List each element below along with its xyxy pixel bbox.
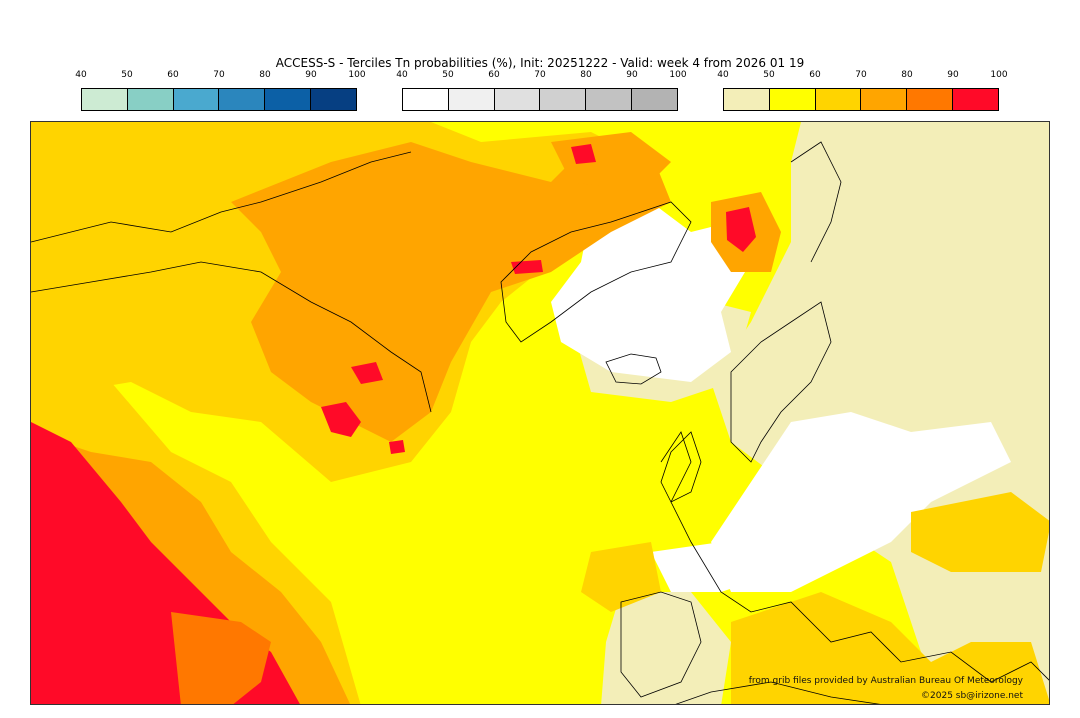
legend-tick: 40: [396, 70, 408, 80]
legend-swatch: [632, 89, 677, 110]
legend-swatch: [494, 89, 541, 110]
region-canada-arctic-deep-orange: [231, 142, 671, 442]
region-central-europe-normal: [711, 412, 1011, 592]
region-black-sea-orange: [911, 492, 1049, 572]
legend-swatch: [953, 89, 998, 110]
legend-tick: 100: [348, 70, 366, 80]
legend-swatch: [403, 89, 449, 110]
region-med-red-coast: [171, 612, 271, 704]
legend-swatch: [265, 89, 312, 110]
legend-tick: 80: [259, 70, 271, 80]
legend-tick: 70: [855, 70, 867, 80]
legend-tick: 80: [901, 70, 913, 80]
legend-swatch: [127, 89, 174, 110]
legend-swatch: [448, 89, 495, 110]
legend-tick: 60: [167, 70, 179, 80]
legend-tick: 100: [990, 70, 1008, 80]
legend-swatch: [219, 89, 266, 110]
legend-tick: 60: [809, 70, 821, 80]
coastline-scandinavia: [730, 141, 842, 463]
region-canada-red-spot: [351, 362, 383, 384]
legend-tick: 50: [763, 70, 775, 80]
legend-tick: 60: [488, 70, 500, 80]
legend-tick: 50: [442, 70, 454, 80]
coastline-greenland: [500, 201, 692, 343]
data-source-credit: from grib files provided by Australian B…: [748, 676, 1023, 686]
legend-swatch: [311, 89, 356, 110]
map-title: ACCESS-S - Terciles Tn probabilities (%)…: [275, 56, 805, 70]
coastline-britain: [660, 431, 702, 503]
region-baffin-red: [321, 402, 361, 437]
coastline-iceland: [605, 353, 662, 385]
legend-tick: 50: [121, 70, 133, 80]
coastline-europe: [660, 431, 1049, 683]
legend-below-colorbar: [81, 88, 357, 111]
legend-swatch: [769, 89, 816, 110]
map-canvas: [31, 122, 1049, 704]
legend-swatch: [724, 89, 770, 110]
legend-tick: 40: [75, 70, 87, 80]
region-arctic-red: [571, 144, 596, 164]
legend-tick: 70: [213, 70, 225, 80]
region-greenland-sea-normal: [551, 202, 751, 382]
legend-tick: 90: [947, 70, 959, 80]
legend-swatch: [861, 89, 908, 110]
legend-normal-colorbar: [402, 88, 678, 111]
legend-swatch: [173, 89, 220, 110]
region-bay-biscay-orange: [581, 542, 661, 612]
legend-swatch: [815, 89, 862, 110]
legend-swatch: [586, 89, 633, 110]
legend-tick: 40: [717, 70, 729, 80]
coastline-africa: [675, 681, 881, 704]
region-mediterranean-orange: [731, 592, 1049, 704]
legend-swatch: [540, 89, 587, 110]
legend-above-colorbar: [723, 88, 999, 111]
legend-tick: 90: [305, 70, 317, 80]
coastline-canada: [31, 151, 432, 413]
legend-tick: 80: [580, 70, 592, 80]
region-canada-red-spot-2: [389, 440, 405, 454]
legend-tick: 90: [626, 70, 638, 80]
region-iberia-pale: [601, 592, 731, 704]
region-norway-sea-red: [726, 207, 756, 252]
copyright-credit: ©2025 sb@irizone.net: [921, 691, 1023, 701]
region-iberia-normal: [651, 542, 751, 592]
legend-swatch: [82, 89, 128, 110]
legend-swatch: [907, 89, 954, 110]
legend-tick: 70: [534, 70, 546, 80]
probability-map: from grib files provided by Australian B…: [30, 121, 1050, 705]
legend-tick: 100: [669, 70, 687, 80]
coastline-iberia: [620, 591, 702, 698]
